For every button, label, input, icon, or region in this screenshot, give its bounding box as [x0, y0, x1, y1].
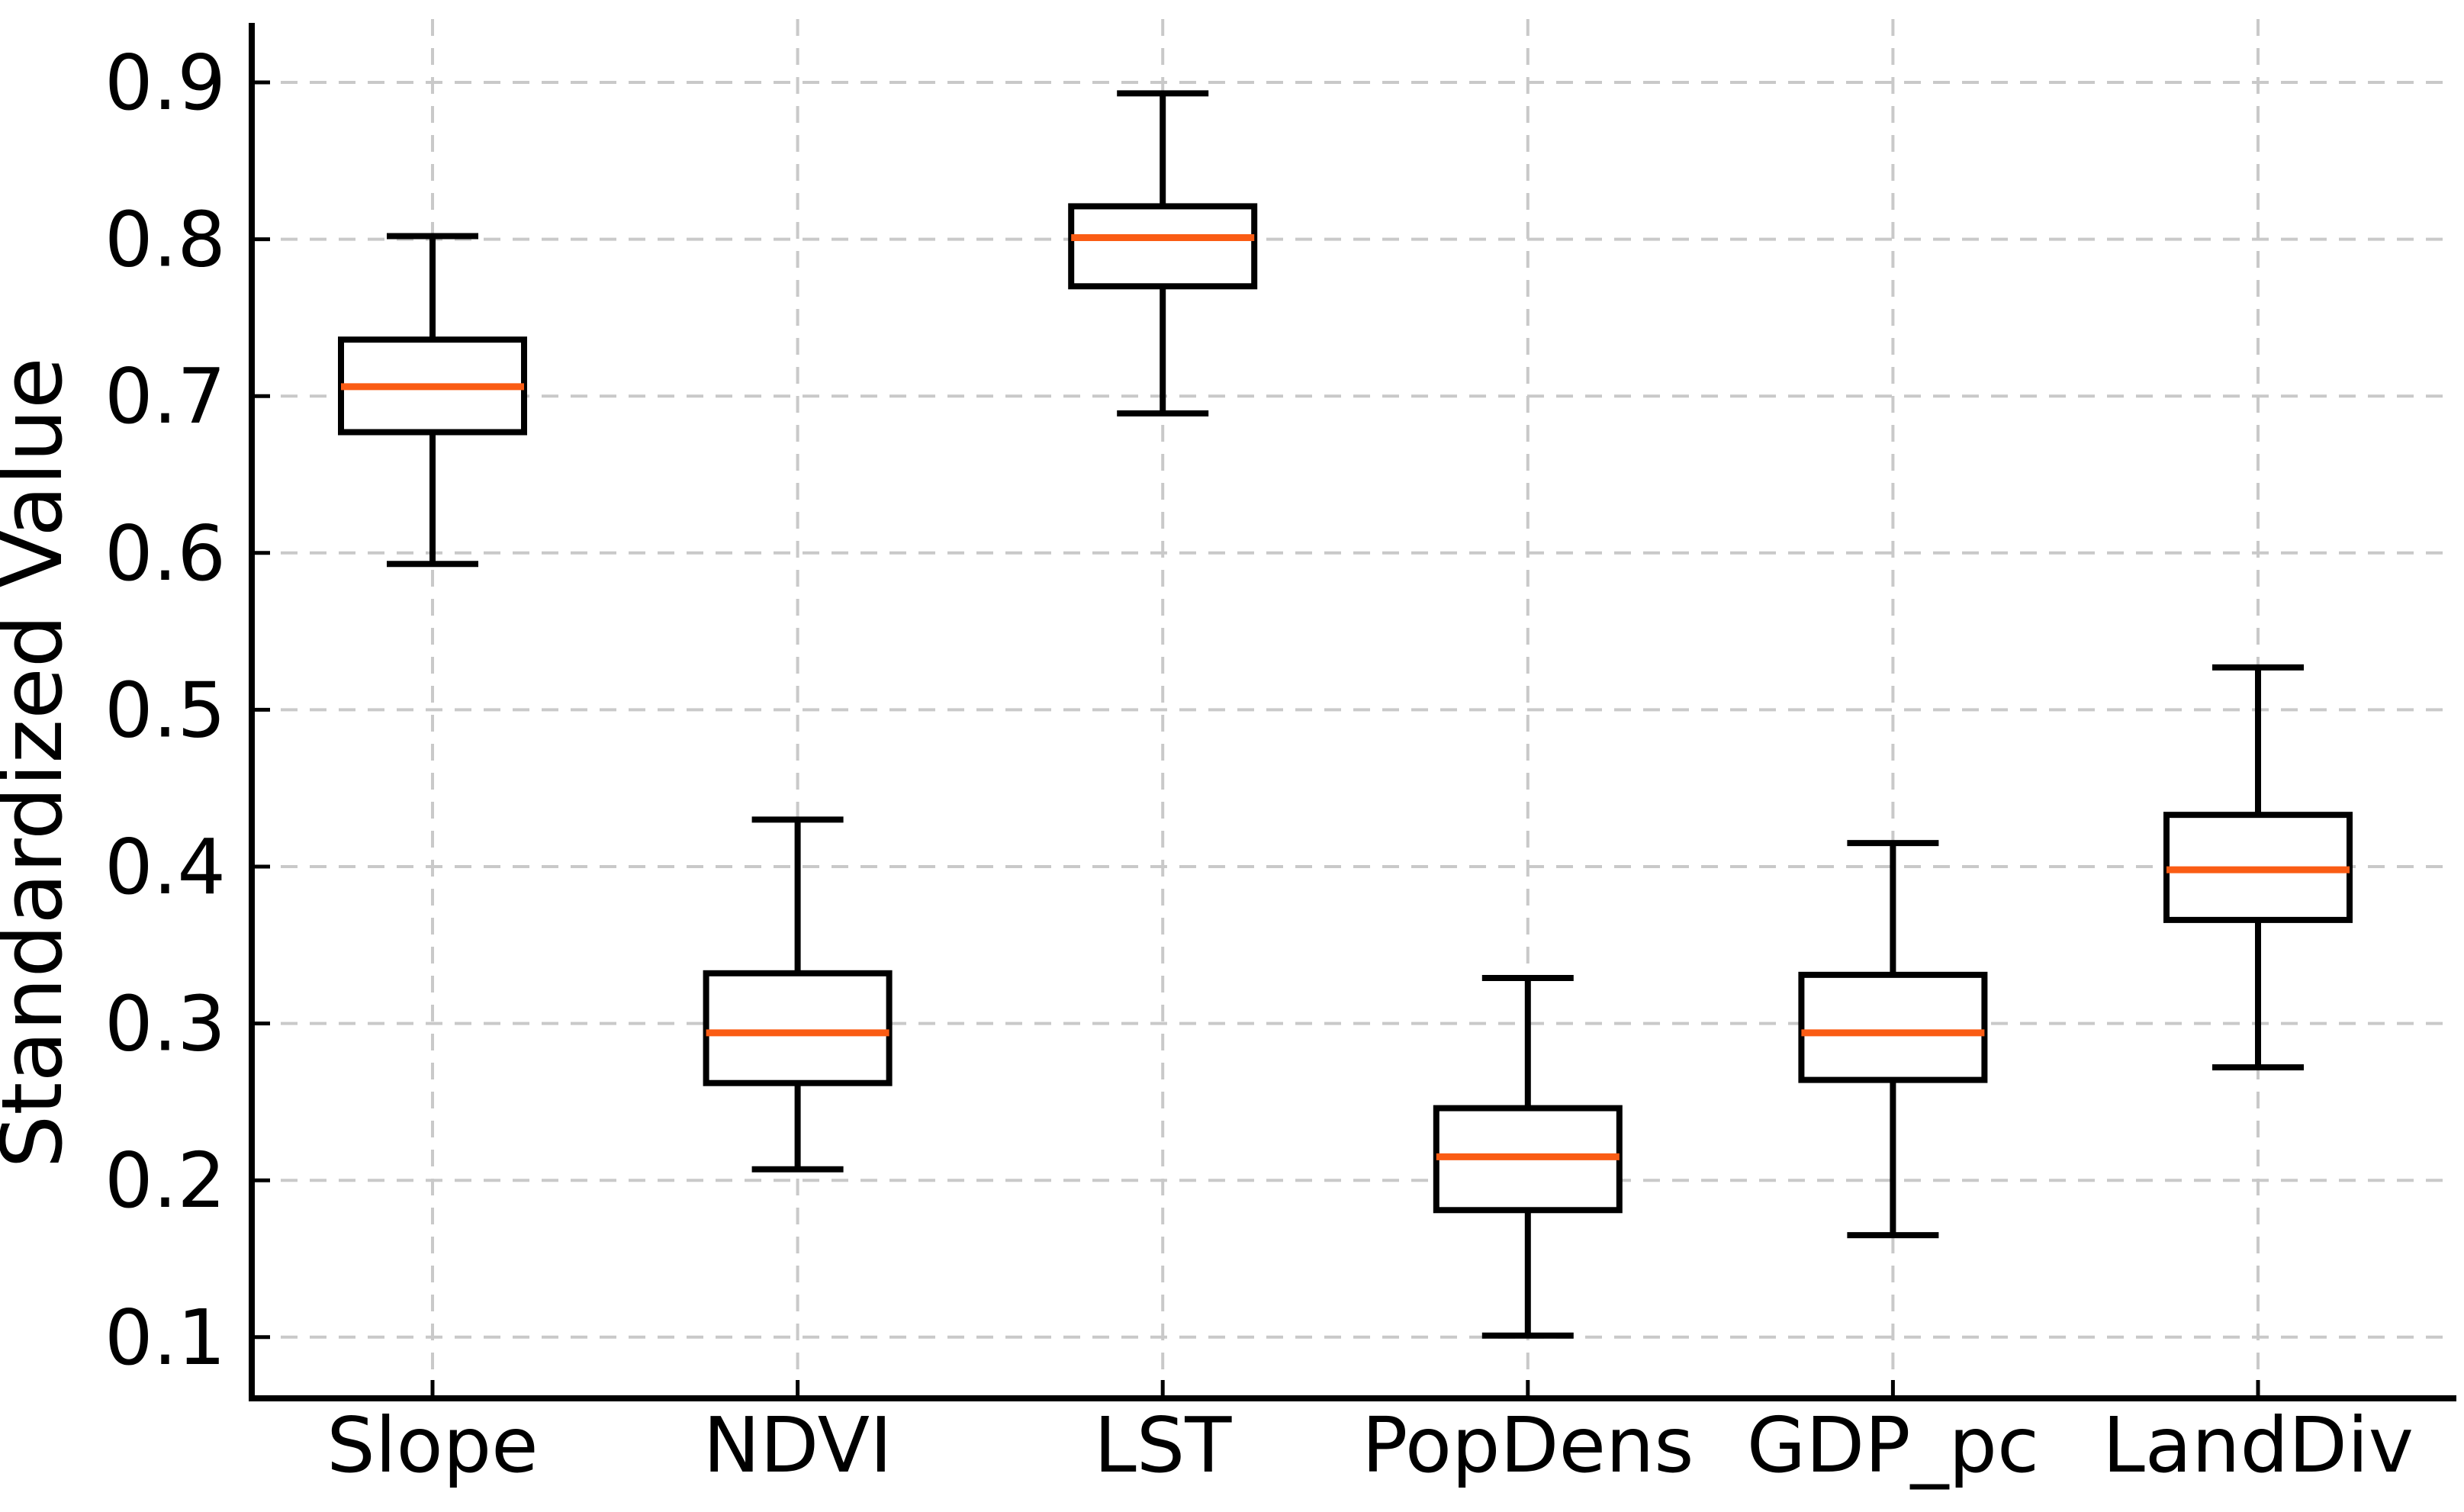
grid-layer [252, 19, 2444, 1398]
iqr-box [1798, 971, 1988, 1083]
x-tick-label-GDP_pc: GDP_pc [1747, 1401, 2039, 1490]
boxplot-Slope [338, 233, 527, 568]
boxplot-LandDiv [2163, 664, 2353, 1071]
boxplot-NDVI [703, 816, 893, 1173]
y-tick-label: 0.1 [105, 1293, 226, 1382]
y-tick-label: 0.6 [105, 509, 226, 598]
x-tick-label-LST: LST [1094, 1401, 1232, 1490]
x-tick-label-LandDiv: LandDiv [2102, 1401, 2414, 1490]
y-tick-label: 0.9 [105, 38, 226, 127]
boxplot-PopDens [1433, 974, 1623, 1339]
y-tick-label: 0.4 [105, 822, 226, 912]
y-tick-label: 0.2 [105, 1136, 226, 1225]
box-layer [338, 90, 2353, 1339]
axis-layer [249, 23, 2456, 1401]
x-tick-label-PopDens: PopDens [1362, 1401, 1694, 1490]
label-layer: Standardized Value 0.1 0.2 0.3 0.4 0.5 0.6 0.7… [0, 38, 2414, 1490]
boxplot-GDP_pc [1798, 840, 1988, 1239]
boxplot-LST [1068, 90, 1258, 417]
x-tick-label-Slope: Slope [326, 1401, 538, 1490]
y-tick-label: 0.3 [105, 980, 226, 1069]
x-tick-label-NDVI: NDVI [703, 1401, 893, 1490]
iqr-box [703, 970, 893, 1086]
y-tick-label: 0.8 [105, 195, 226, 285]
y-tick-label: 0.7 [105, 352, 226, 441]
y-axis-label: Standardized Value [0, 357, 81, 1168]
iqr-box [1068, 203, 1258, 290]
y-tick-label: 0.5 [105, 665, 226, 754]
